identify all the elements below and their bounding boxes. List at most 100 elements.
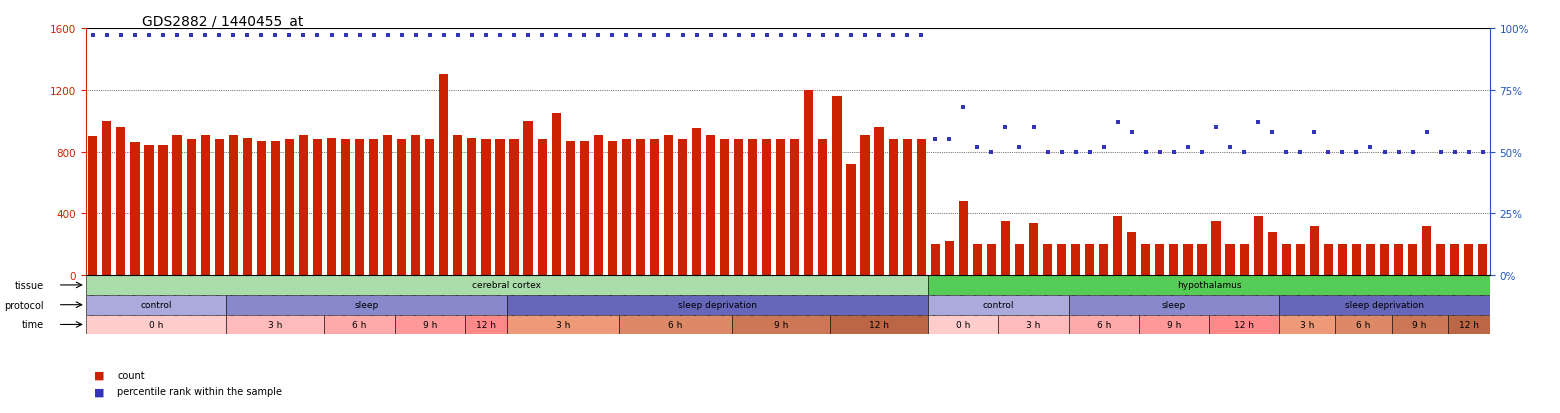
Text: time: time bbox=[22, 320, 44, 330]
Bar bbox=[510, 140, 518, 275]
Point bbox=[755, 33, 780, 40]
Text: 12 h: 12 h bbox=[1459, 320, 1479, 329]
Bar bbox=[89, 137, 97, 275]
Bar bbox=[1058, 244, 1065, 275]
Point bbox=[1161, 149, 1187, 155]
Point bbox=[360, 33, 387, 40]
Point bbox=[1217, 144, 1242, 150]
Bar bbox=[1044, 244, 1051, 275]
Bar bbox=[608, 141, 616, 275]
Bar bbox=[1209, 315, 1279, 335]
Bar bbox=[454, 135, 462, 275]
Point bbox=[278, 33, 303, 40]
Point bbox=[713, 33, 738, 40]
Bar bbox=[398, 140, 406, 275]
Point bbox=[852, 33, 877, 40]
Point bbox=[1385, 149, 1410, 155]
Bar bbox=[426, 140, 434, 275]
Point bbox=[782, 33, 808, 40]
Bar bbox=[1479, 244, 1487, 275]
Text: 9 h: 9 h bbox=[774, 320, 788, 329]
Point bbox=[334, 33, 359, 40]
Text: count: count bbox=[117, 370, 145, 380]
Bar bbox=[1367, 244, 1374, 275]
Point bbox=[487, 33, 512, 40]
Bar bbox=[201, 135, 209, 275]
Bar bbox=[1395, 244, 1402, 275]
Point bbox=[1373, 149, 1398, 155]
Bar bbox=[928, 275, 1490, 295]
Bar bbox=[257, 141, 265, 275]
Point bbox=[768, 33, 792, 40]
Point bbox=[881, 33, 906, 40]
Point bbox=[1008, 144, 1033, 150]
Point bbox=[446, 33, 471, 40]
Bar bbox=[86, 275, 928, 295]
Bar bbox=[721, 140, 729, 275]
Bar bbox=[1184, 244, 1192, 275]
Point bbox=[474, 33, 499, 40]
Bar bbox=[1296, 244, 1304, 275]
Point bbox=[206, 33, 232, 40]
Point bbox=[629, 33, 654, 40]
Bar bbox=[619, 315, 732, 335]
Bar bbox=[1069, 295, 1279, 315]
Point bbox=[544, 33, 569, 40]
Bar bbox=[1268, 232, 1276, 275]
Bar bbox=[875, 128, 883, 275]
Point bbox=[839, 33, 864, 40]
Text: 9 h: 9 h bbox=[1412, 320, 1427, 329]
Text: 6 h: 6 h bbox=[1097, 320, 1111, 329]
Bar bbox=[651, 140, 658, 275]
Point bbox=[867, 33, 892, 40]
Bar bbox=[819, 140, 827, 275]
Bar bbox=[440, 75, 448, 275]
Bar bbox=[763, 140, 771, 275]
Bar bbox=[1282, 244, 1290, 275]
Point bbox=[306, 33, 331, 40]
Point bbox=[431, 33, 456, 40]
Point bbox=[1301, 129, 1326, 136]
Text: 0 h: 0 h bbox=[148, 320, 164, 329]
Bar bbox=[1030, 223, 1037, 275]
Point bbox=[81, 33, 106, 40]
Point bbox=[192, 33, 217, 40]
Text: sleep deprivation: sleep deprivation bbox=[1345, 301, 1424, 309]
Bar bbox=[1142, 244, 1150, 275]
Bar bbox=[959, 202, 967, 275]
Point bbox=[697, 33, 722, 40]
Point bbox=[1315, 149, 1340, 155]
Point bbox=[1147, 149, 1173, 155]
Bar bbox=[693, 129, 700, 275]
Bar bbox=[928, 315, 998, 335]
Point bbox=[1232, 149, 1257, 155]
Bar bbox=[903, 140, 911, 275]
Text: 9 h: 9 h bbox=[423, 320, 437, 329]
Point bbox=[587, 33, 612, 40]
Bar bbox=[1114, 217, 1122, 275]
Bar bbox=[735, 140, 743, 275]
Bar bbox=[622, 140, 630, 275]
Point bbox=[137, 33, 161, 40]
Point bbox=[643, 33, 668, 40]
Point bbox=[1020, 124, 1045, 131]
Text: tissue: tissue bbox=[14, 280, 44, 290]
Bar bbox=[1448, 315, 1490, 335]
Point bbox=[1246, 119, 1271, 126]
Point bbox=[1289, 149, 1314, 155]
Bar bbox=[1451, 244, 1459, 275]
Text: sleep: sleep bbox=[1162, 301, 1186, 309]
Point bbox=[150, 33, 175, 40]
Point bbox=[671, 33, 696, 40]
Text: sleep: sleep bbox=[354, 301, 379, 309]
Bar bbox=[1156, 244, 1164, 275]
Text: GDS2882 / 1440455_at: GDS2882 / 1440455_at bbox=[142, 15, 303, 29]
Bar bbox=[468, 138, 476, 275]
Point bbox=[1092, 144, 1117, 150]
Point bbox=[797, 33, 822, 40]
Bar bbox=[1392, 315, 1448, 335]
Point bbox=[1441, 149, 1466, 155]
Point bbox=[95, 33, 120, 40]
Point bbox=[980, 149, 1005, 155]
Point bbox=[222, 33, 246, 40]
